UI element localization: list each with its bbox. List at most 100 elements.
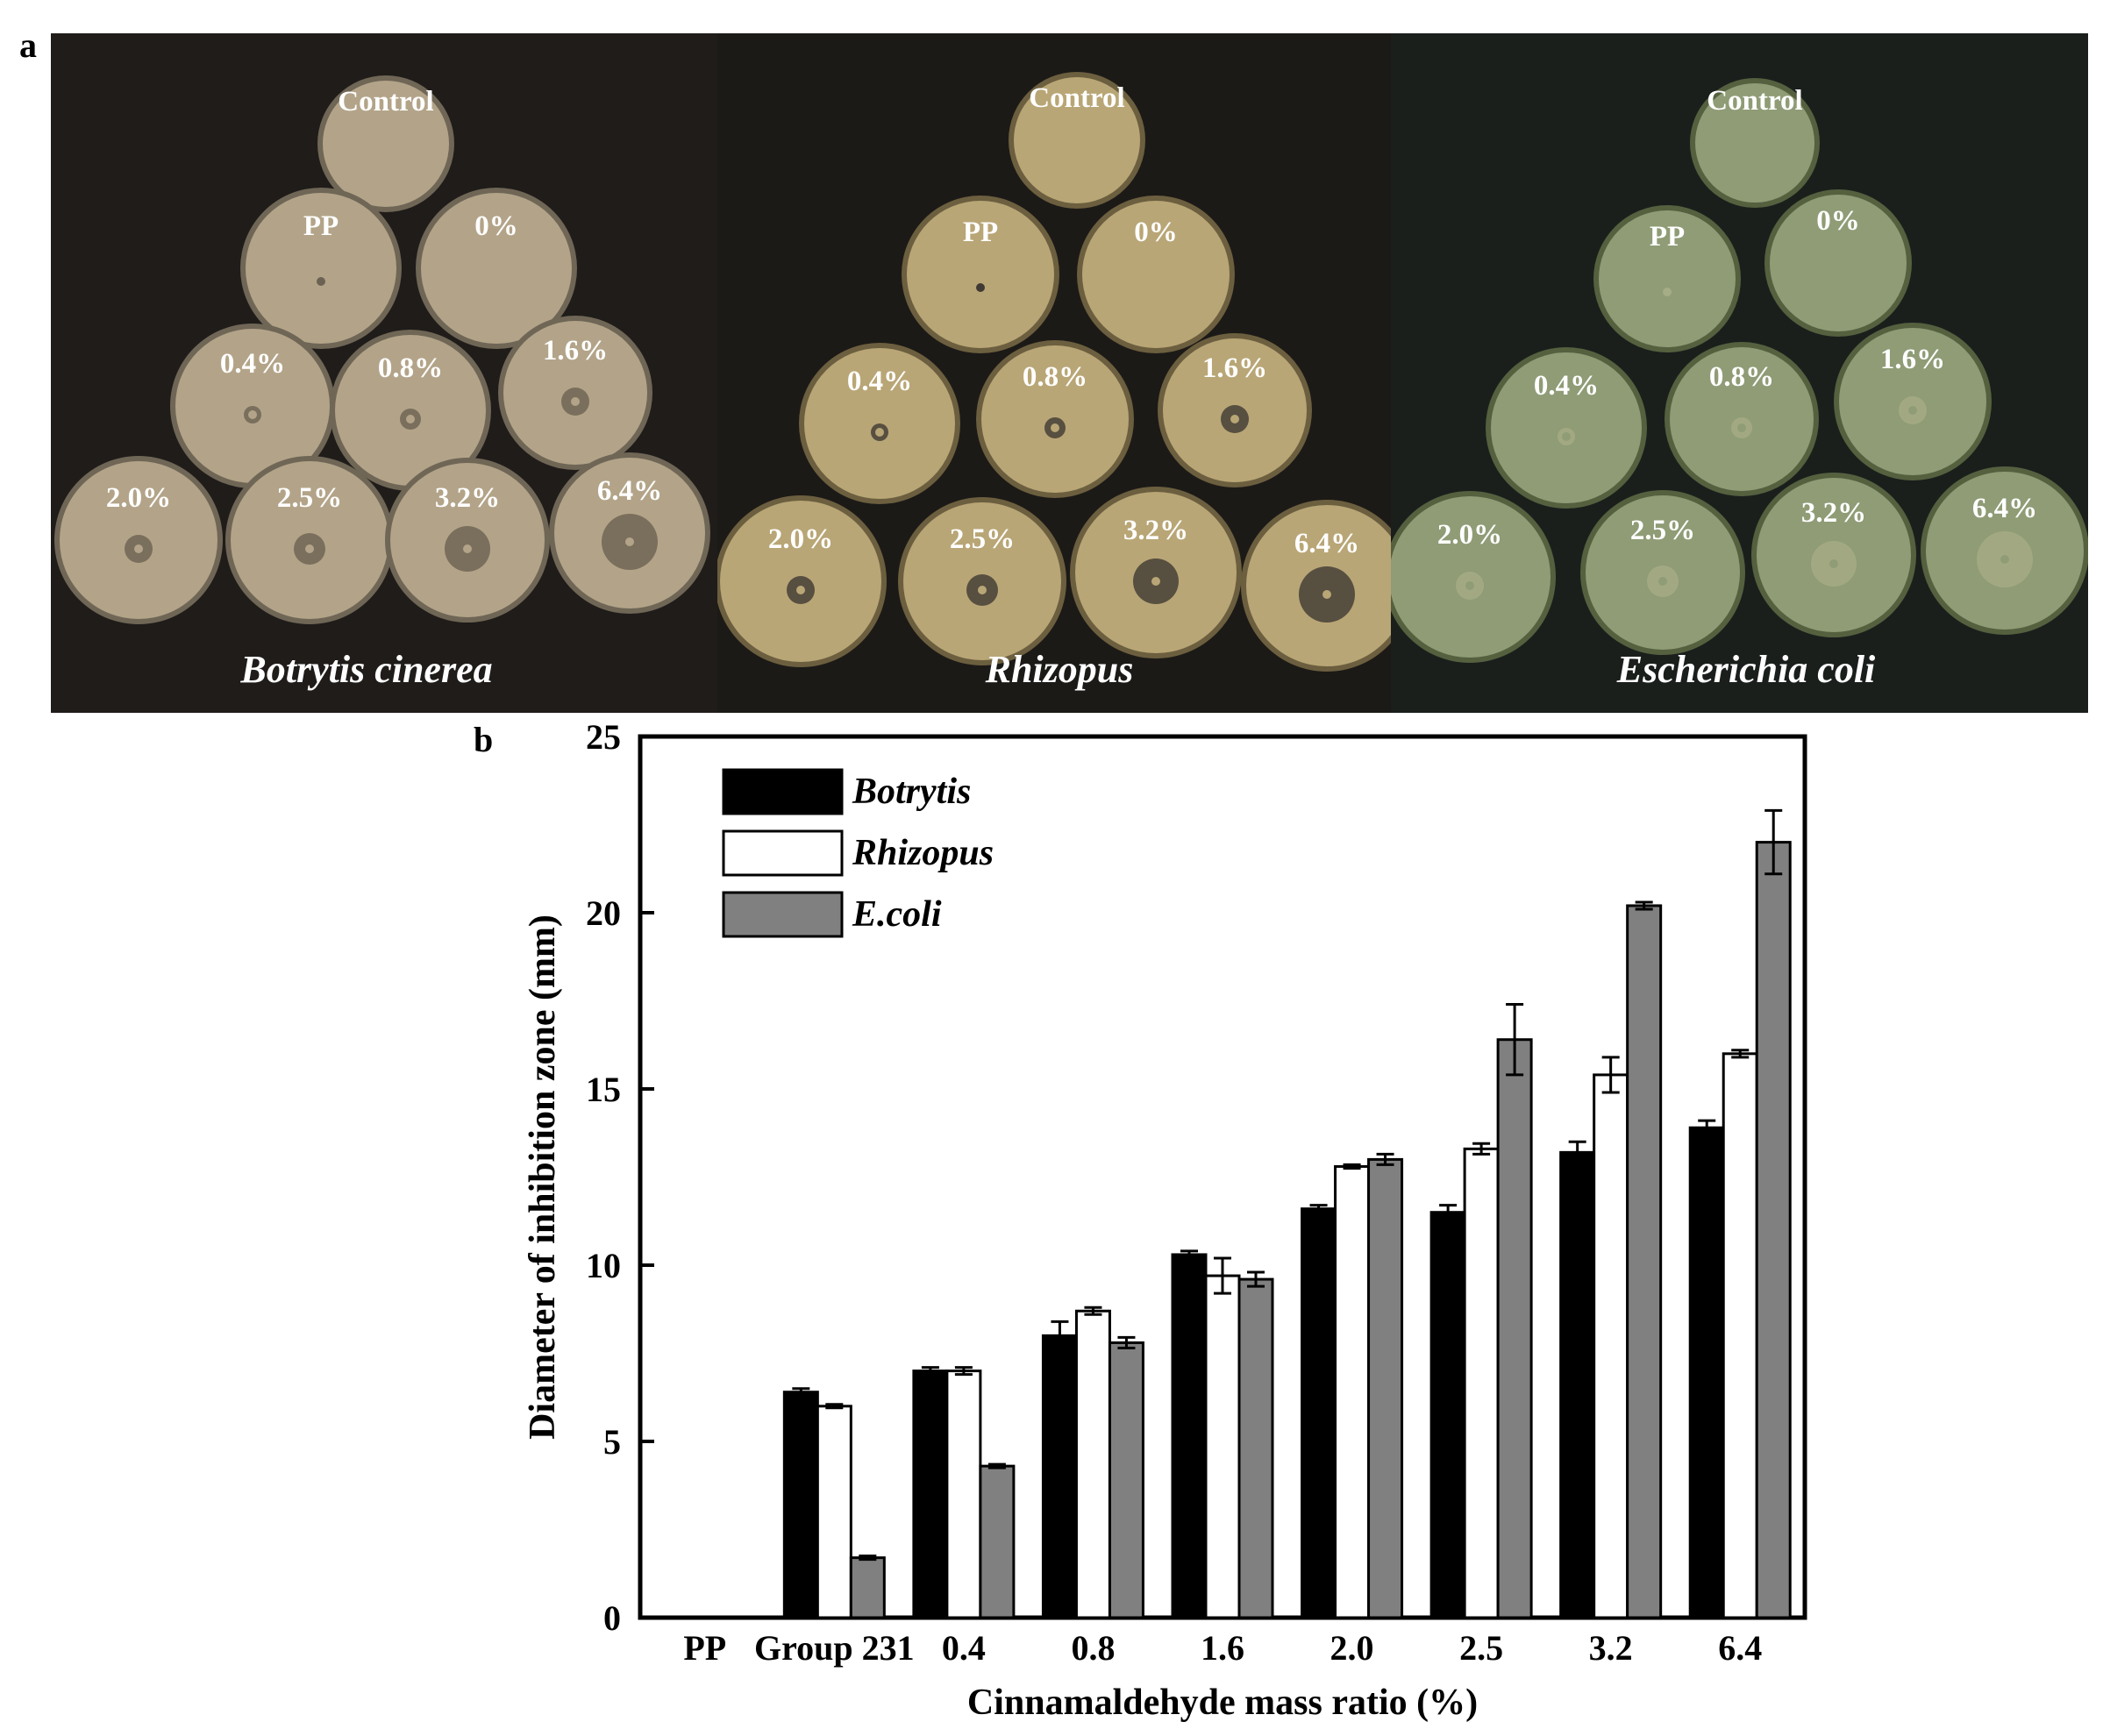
disc-center <box>796 586 805 594</box>
disc-center <box>134 544 143 553</box>
bar-botrytis <box>1171 1253 1208 1619</box>
disc-center <box>1658 577 1667 586</box>
plate-label: 0.4% <box>220 348 285 380</box>
bar-rhizopus <box>1334 1164 1371 1619</box>
bar-ecoli <box>1755 841 1792 1619</box>
x-tick-label: PP <box>683 1628 726 1668</box>
plate-label: PP <box>963 217 998 248</box>
bar-ecoli <box>1108 1341 1144 1619</box>
bar-ecoli <box>1496 1038 1533 1619</box>
plate-label: 0% <box>1134 217 1178 248</box>
legend-swatch <box>722 891 844 938</box>
disc-center <box>2000 555 2009 564</box>
plate-label: 0.8% <box>1023 361 1087 393</box>
x-tick-label: 6.4 <box>1718 1628 1762 1668</box>
plate-label: 6.4% <box>1294 528 1359 559</box>
plate-label: 0.4% <box>847 366 912 397</box>
plate-label: 3.2% <box>1123 515 1188 546</box>
species-label: Botrytis cinerea <box>239 648 492 691</box>
plate-label: 0% <box>1816 205 1860 237</box>
bar-rhizopus <box>1074 1309 1111 1619</box>
plate-label: 0.8% <box>1709 361 1774 393</box>
petri-dish-2 <box>1770 195 1907 331</box>
bar-rhizopus <box>945 1370 982 1619</box>
legend-label: E.coli <box>852 894 942 935</box>
plate-label: 3.2% <box>435 482 500 514</box>
plate-label: 2.0% <box>1437 519 1502 551</box>
bar-botrytis <box>1041 1334 1078 1619</box>
disc-center <box>978 586 987 594</box>
y-tick-label: 5 <box>603 1422 621 1462</box>
plate-label: 2.5% <box>1630 515 1695 546</box>
bar-ecoli <box>1237 1277 1274 1619</box>
plate-label: 1.6% <box>1880 344 1945 375</box>
legend-label: Rhizopus <box>852 833 994 873</box>
petri-dish-2 <box>421 193 572 344</box>
petri-dish-2 <box>1082 201 1230 348</box>
bar-ecoli <box>1626 904 1663 1619</box>
bar-botrytis <box>912 1370 949 1619</box>
panel-b-label: b <box>474 720 494 759</box>
x-tick-label: 3.2 <box>1589 1628 1633 1668</box>
photo-escherichia-coli: Control PP 0% 0.4% 0.8% 1.6% 2.0% 2.5% 3.2% 6.4% E… <box>1391 33 2088 713</box>
inhibition-zone-bar-chart: 0 5 10 15 20 25 PP Group 231 0.4 0.8 1.6 2.0 2.5 3.2 6… <box>523 717 1807 1723</box>
disc-center <box>492 273 501 281</box>
petri-dish-1 <box>246 193 396 344</box>
y-tick-label: 15 <box>586 1070 621 1109</box>
disc-center <box>1151 279 1160 288</box>
photo-botrytis-cinerea: Control PP 0% 0.4% 0.8% 1.6% 2.0% 2.5% 3.2% 6.4% B… <box>51 33 717 713</box>
bar-rhizopus <box>1204 1274 1241 1619</box>
bar-botrytis <box>782 1391 819 1619</box>
disc-center <box>463 544 472 553</box>
y-tick-label: 25 <box>586 717 621 757</box>
species-label: Escherichia coli <box>1616 648 1876 691</box>
plate-label: 2.0% <box>106 482 171 514</box>
petri-dish-1 <box>907 201 1054 348</box>
bar-botrytis <box>1559 1150 1596 1619</box>
petri-dish-0 <box>1695 83 1814 203</box>
plate-label: 6.4% <box>597 475 662 507</box>
bar-ecoli <box>849 1556 886 1619</box>
x-tick-label: 0.4 <box>942 1628 986 1668</box>
panel-a-label: a <box>19 25 37 65</box>
bar-botrytis <box>1688 1126 1725 1619</box>
y-tick-label: 20 <box>586 893 621 933</box>
bar-rhizopus <box>1722 1052 1758 1619</box>
plate-label: 1.6% <box>543 335 608 366</box>
x-tick-label: Group 231 <box>754 1628 915 1668</box>
legend-swatch <box>722 829 844 877</box>
x-tick-label: 0.8 <box>1071 1628 1115 1668</box>
plate-label: 3.2% <box>1801 497 1866 529</box>
plate-label: Control <box>1029 82 1124 114</box>
disc-center <box>1465 581 1474 590</box>
bar-rhizopus <box>1593 1073 1629 1619</box>
x-axis-title: Cinnamaldehyde mass ratio (%) <box>967 1683 1478 1723</box>
plate-label: 2.5% <box>950 523 1015 555</box>
disc-center <box>1908 406 1917 415</box>
x-tick-label: 2.5 <box>1459 1628 1503 1668</box>
plate-label: 2.0% <box>768 523 833 555</box>
petri-dish-0 <box>323 81 449 207</box>
disc-center <box>248 410 257 419</box>
plate-label: Control <box>338 86 433 117</box>
petri-dish-0 <box>1014 77 1140 203</box>
legend-label: Botrytis <box>852 772 971 812</box>
plate-label: 0.4% <box>1534 370 1599 402</box>
plate-label: 0% <box>474 210 518 242</box>
petri-dish-1 <box>1599 210 1736 347</box>
plate-label: Control <box>1707 85 1802 117</box>
disc-center <box>1834 267 1843 276</box>
bar-botrytis <box>1301 1207 1337 1619</box>
plate-label: 1.6% <box>1202 352 1267 384</box>
disc-center <box>1051 423 1059 432</box>
plate-label: 2.5% <box>277 482 342 514</box>
bar-ecoli <box>1367 1157 1404 1619</box>
bar-ecoli <box>979 1464 1016 1619</box>
x-tick-label: 2.0 <box>1330 1628 1374 1668</box>
plate-label: PP <box>1650 221 1685 253</box>
disc-center <box>305 544 314 553</box>
bar-rhizopus <box>816 1405 852 1619</box>
disc-center <box>1829 559 1838 568</box>
disc-center <box>1230 415 1239 423</box>
legend-swatch <box>722 768 844 815</box>
